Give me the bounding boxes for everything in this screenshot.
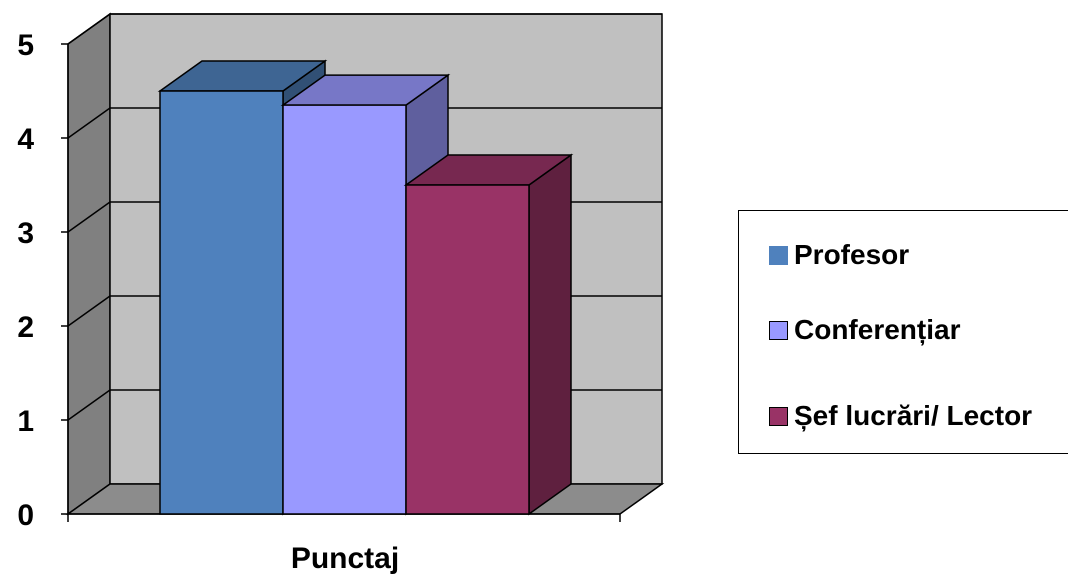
bar-2 <box>403 153 574 516</box>
gridline-side <box>67 201 111 233</box>
bar-front <box>282 104 407 515</box>
y-tick-label: 1 <box>17 405 34 438</box>
y-tick-label: 3 <box>17 217 34 250</box>
y-tick-labels: 0 1 2 3 4 5 <box>17 29 34 532</box>
bar-front <box>159 90 284 515</box>
bar-side <box>528 153 572 516</box>
legend-swatch-profesor <box>769 245 788 265</box>
gridline-side <box>67 107 111 139</box>
legend: Profesor Conferențiar Șef lucrări/ Lecto… <box>738 210 1068 454</box>
gridline-side <box>67 295 111 327</box>
legend-item-sef-lucrari: Șef lucrări/ Lector <box>769 400 1032 432</box>
legend-label: Conferențiar <box>794 314 961 345</box>
gridline-side <box>67 389 111 421</box>
y-tick-label: 2 <box>17 311 34 344</box>
y-tick-label: 5 <box>17 29 34 62</box>
bar-front <box>405 184 530 515</box>
legend-label: Profesor <box>794 239 910 270</box>
legend-swatch-sef-lucrari <box>769 406 788 426</box>
legend-swatch-conferentiar <box>769 320 788 340</box>
x-category-label: Punctaj <box>291 542 399 575</box>
side-wall <box>67 12 111 516</box>
legend-item-profesor: Profesor <box>769 239 909 271</box>
legend-item-conferentiar: Conferențiar <box>769 314 960 346</box>
legend-label: Șef lucrări/ Lector <box>794 400 1033 431</box>
y-tick-label: 0 <box>17 499 34 532</box>
y-tick-label: 4 <box>17 123 34 156</box>
gridline-side <box>67 13 111 45</box>
bars <box>157 59 574 516</box>
